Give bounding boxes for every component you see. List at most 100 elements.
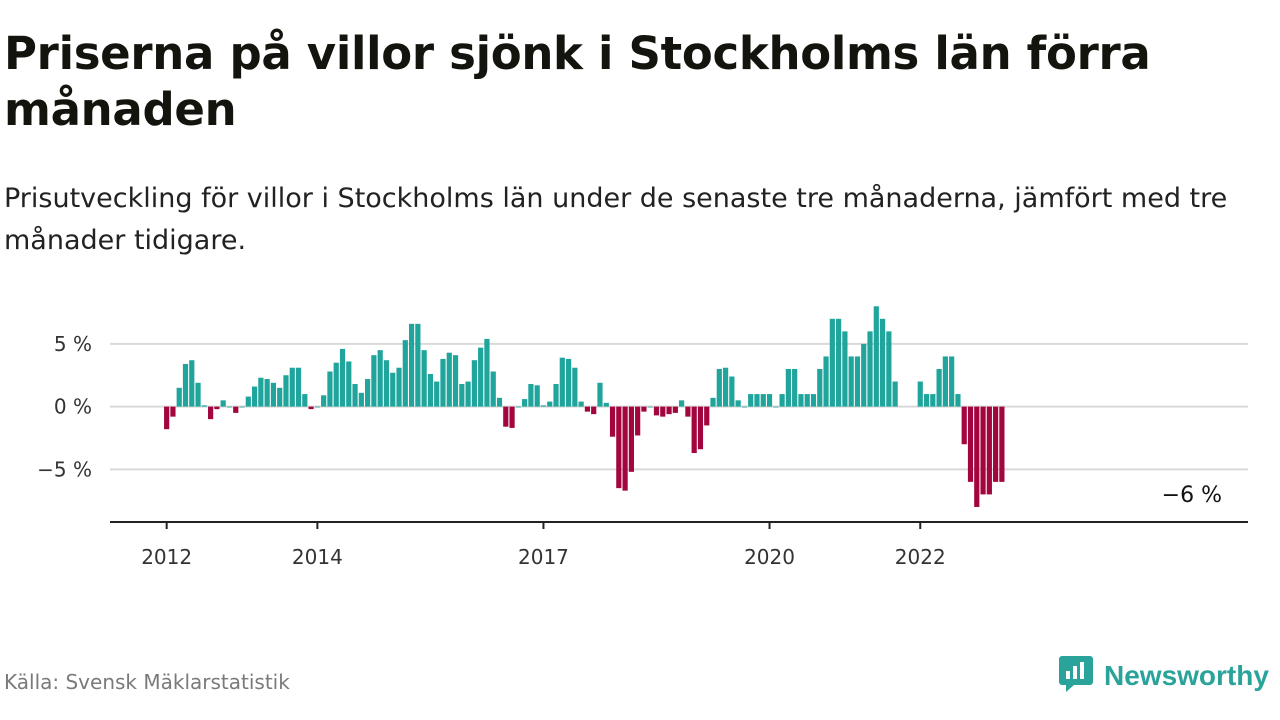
bar — [993, 406, 999, 482]
bar — [440, 358, 446, 407]
bar — [867, 331, 873, 407]
bar — [704, 406, 710, 426]
bar — [189, 360, 195, 407]
bar — [270, 382, 277, 407]
annotations: −6 % — [1162, 483, 1222, 508]
bar — [528, 384, 534, 407]
x-tick-label: 2012 — [141, 545, 192, 569]
bar — [591, 406, 597, 415]
bar — [565, 358, 572, 407]
x-tick-label: 2020 — [744, 545, 795, 569]
y-axis-labels: 5 % 0 % −5 % — [37, 332, 92, 481]
bar — [509, 406, 515, 428]
bar — [459, 384, 465, 407]
bar — [967, 406, 974, 482]
bar — [245, 396, 251, 407]
bar — [490, 371, 496, 407]
bar — [616, 406, 622, 489]
bar — [641, 406, 647, 412]
bar — [578, 401, 584, 407]
last-value-label: −6 % — [1162, 483, 1222, 508]
bar — [892, 381, 898, 407]
bar — [647, 406, 653, 408]
bar — [446, 352, 452, 407]
bar — [854, 356, 861, 407]
bar — [264, 379, 270, 407]
bar — [170, 406, 176, 417]
bar — [879, 318, 886, 407]
bar — [955, 394, 961, 407]
bar — [842, 331, 848, 407]
bar — [584, 406, 591, 412]
bar — [251, 386, 258, 407]
bar — [653, 406, 660, 416]
bar — [220, 400, 226, 407]
bar — [295, 367, 302, 407]
bar — [936, 368, 942, 407]
bar — [823, 356, 829, 407]
newsworthy-logo[interactable]: Newsworthy — [1058, 654, 1269, 698]
bar — [258, 377, 264, 407]
bar — [572, 367, 578, 407]
bar — [377, 350, 383, 407]
bar — [735, 400, 741, 407]
bar — [327, 371, 333, 407]
bar — [452, 355, 459, 407]
bar — [829, 318, 835, 407]
bar — [999, 406, 1005, 482]
bar — [308, 406, 314, 410]
bar — [603, 402, 609, 407]
bar — [710, 397, 716, 407]
bar — [182, 363, 189, 407]
bar — [214, 406, 220, 410]
bar — [314, 406, 320, 408]
bar — [383, 360, 390, 407]
bar — [478, 347, 484, 407]
x-tick-label: 2022 — [895, 545, 946, 569]
bar — [754, 394, 760, 407]
bar — [836, 318, 842, 407]
bar — [792, 368, 798, 407]
bar — [597, 382, 603, 407]
bar — [609, 406, 616, 437]
bar — [635, 406, 641, 436]
bar — [201, 405, 207, 407]
bar — [980, 406, 986, 495]
bar — [773, 406, 779, 408]
bar — [321, 395, 327, 407]
bar — [346, 361, 352, 407]
bar — [208, 406, 214, 420]
bar — [547, 401, 553, 407]
bar-chart: 5 % 0 % −5 % 2012 2014 2017 2020 2022 −6 % — [37, 306, 1248, 569]
bar — [559, 357, 565, 407]
chart-title: Priserna på villor sjönk i Stockholms lä… — [4, 27, 1151, 136]
bar — [522, 399, 528, 407]
bar — [729, 376, 735, 407]
bar — [402, 340, 408, 407]
bar — [942, 356, 948, 407]
bar — [471, 360, 477, 407]
bar — [628, 406, 634, 472]
bar — [748, 394, 754, 407]
bar — [540, 405, 547, 407]
bar — [672, 406, 678, 413]
bar — [239, 406, 245, 408]
bar — [886, 331, 892, 407]
bar — [679, 400, 685, 407]
x-axis: 2012 2014 2017 2020 2022 — [110, 521, 1248, 569]
bar — [515, 406, 521, 408]
bar — [660, 406, 666, 417]
bar — [333, 362, 339, 407]
bar — [176, 387, 182, 407]
bar — [974, 406, 980, 507]
y-tick-label: −5 % — [37, 457, 92, 481]
bar — [961, 406, 967, 445]
bar — [503, 406, 509, 427]
bar — [741, 406, 748, 408]
bar — [779, 394, 785, 407]
bar — [226, 406, 233, 408]
x-tick-label: 2014 — [292, 545, 343, 569]
bar — [496, 397, 503, 407]
chart-logo-icon — [1058, 654, 1094, 698]
bar — [277, 387, 283, 407]
